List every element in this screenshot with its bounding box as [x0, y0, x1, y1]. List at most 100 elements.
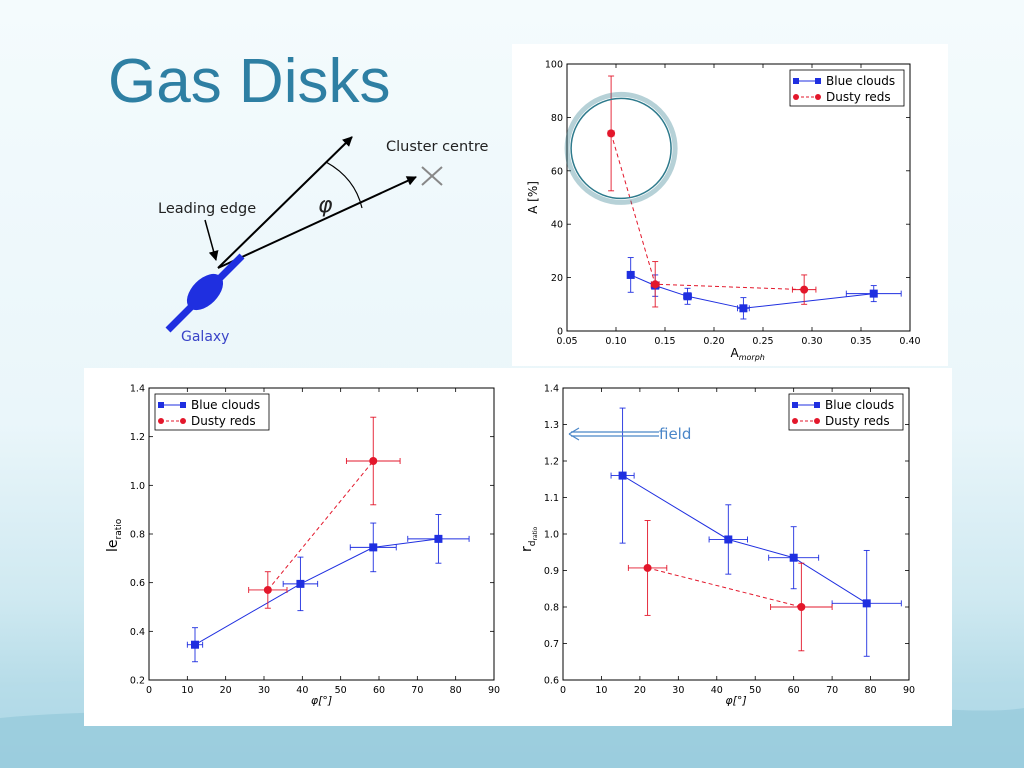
chart-left-ytick-label: 1.0	[130, 481, 145, 492]
chart-right-ytick-label: 1.4	[544, 384, 559, 395]
chart-right-xtick-label: 90	[903, 685, 915, 696]
legend-marker	[792, 418, 798, 424]
chart-right-xtick-label: 80	[865, 685, 877, 696]
chart-right-series-0-point	[768, 526, 820, 590]
chart-left-series-0-point	[186, 627, 204, 663]
galaxy-label: Galaxy	[181, 329, 229, 345]
legend-marker	[814, 418, 820, 424]
leading-edge-label: Leading edge	[158, 201, 256, 217]
leading-edge-arrow	[217, 136, 353, 269]
chart-left-ytick-label: 0.4	[130, 627, 145, 638]
chart-top-series-1-point	[650, 261, 660, 308]
chart-left-series-1-point	[345, 416, 401, 506]
chart-top-xtick-label: 0.30	[801, 336, 822, 347]
highlight-circle-shadow	[564, 91, 678, 205]
chart-left-xtick-label: 70	[411, 685, 423, 696]
legend-box	[154, 393, 270, 431]
chart-right-ytick-label: 1.3	[544, 420, 559, 431]
legend-box	[788, 393, 904, 431]
chart-right-series-1-point	[770, 562, 833, 652]
data-marker	[296, 579, 305, 588]
chart-right-ytick-label: 0.6	[544, 676, 559, 687]
data-marker	[626, 270, 635, 279]
chart-top-xlabel: Amorph	[731, 346, 765, 362]
chart-left-ytick-label: 1.4	[130, 384, 145, 395]
chart-left-xtick-label: 40	[296, 685, 308, 696]
chart-top-series-0-point	[737, 297, 750, 320]
field-label: field	[659, 425, 691, 443]
legend-marker	[158, 418, 164, 424]
chart-left: 0 10 20 30 40 50 60 70 80 90 0.2 0.4 0.6 0.8 1.0 1.2 1.4…	[105, 384, 500, 708]
cluster-centre-label: Cluster centre	[386, 139, 488, 155]
chart-right-series-0-line	[622, 475, 867, 604]
chart-left-series-0-point	[282, 556, 319, 612]
chart-right-ytick-label: 0.9	[544, 566, 559, 577]
data-marker	[263, 585, 272, 594]
chart-left-xtick-label: 80	[450, 685, 462, 696]
chart-top-xtick-label: 0.15	[654, 336, 675, 347]
chart-right-xtick-label: 70	[826, 685, 838, 696]
data-marker	[369, 457, 378, 465]
legend-label: Dusty reds	[191, 414, 256, 428]
chart-top-series-1-point	[607, 75, 616, 192]
leading-edge-pointer	[204, 219, 219, 261]
chart-top-ytick-label: 0	[557, 327, 563, 338]
chart-right-series-0-point	[610, 407, 635, 544]
chart-top-ytick-label: 20	[551, 273, 563, 284]
data-marker	[643, 563, 652, 572]
field-annotation: field	[568, 425, 691, 443]
chart-right-xtick-label: 20	[634, 685, 646, 696]
chart-top-series-0-line	[630, 274, 874, 309]
legend-label: Dusty reds	[826, 90, 891, 104]
chart-left-series-0-point	[349, 522, 397, 573]
data-marker	[618, 471, 627, 480]
chart-right-ytick-label: 1.2	[544, 457, 559, 468]
chart-right-xtick-label: 0	[560, 685, 566, 696]
angle-label: φ	[318, 193, 333, 218]
chart-right-ytick-label: 1.0	[544, 530, 559, 541]
chart-left-xtick-label: 60	[373, 685, 385, 696]
chart-left-xlabel: φ[°]	[311, 694, 332, 707]
chart-right-ytick-label: 0.7	[544, 639, 559, 650]
chart-top-xtick-label: 0.35	[850, 336, 871, 347]
legend-marker	[158, 402, 164, 408]
chart-top-series-0-point	[683, 287, 692, 305]
chart-right-xlabel: φ[°]	[725, 694, 746, 707]
chart-top-ytick-label: 100	[545, 60, 563, 71]
chart-left-series-0-line	[194, 538, 439, 646]
cluster-direction-arrow	[217, 176, 417, 269]
chart-right-series-1-point	[627, 520, 668, 616]
legend-marker	[180, 418, 186, 424]
data-marker	[724, 535, 733, 544]
cluster-centre-cross-icon	[421, 166, 443, 186]
data-marker	[869, 289, 878, 298]
chart-top-xtick-label: 0.20	[703, 336, 724, 347]
legend-marker	[792, 402, 798, 408]
chart-left-ytick-label: 0.6	[130, 578, 145, 589]
chart-left-ytick-label: 1.2	[130, 432, 145, 443]
data-marker	[434, 534, 443, 543]
chart-left-series-0-point	[407, 514, 470, 564]
chart-right-legend: Blue clouds Dusty reds	[788, 393, 904, 431]
chart-top-frame	[566, 63, 911, 332]
galaxy-bulge	[186, 273, 224, 311]
chart-right-xtick-label: 10	[595, 685, 607, 696]
chart-right-ytick-label: 0.8	[544, 603, 559, 614]
legend-marker	[815, 94, 821, 100]
chart-left-xtick-label: 20	[220, 685, 232, 696]
chart-left-ytick-label: 0.8	[130, 530, 145, 541]
chart-top-ytick-label: 80	[551, 113, 563, 124]
field-arrow-icon	[568, 427, 580, 441]
bottom-charts-panel: 0 10 20 30 40 50 60 70 80 90 0.2 0.4 0.6 0.8 1.0 1.2 1.4…	[84, 368, 952, 726]
chart-left-series-1-line	[267, 460, 374, 591]
data-marker	[739, 304, 748, 313]
data-marker	[862, 599, 871, 608]
chart-top-legend: Blue clouds Dusty reds	[789, 69, 905, 107]
galaxy-orientation-diagram: Cluster centre Leading edge φ Galaxy	[158, 136, 488, 345]
chart-left-xtick-label: 90	[488, 685, 500, 696]
chart-left-xtick-label: 30	[258, 685, 270, 696]
highlight-circle	[570, 97, 672, 200]
data-marker	[797, 603, 806, 611]
chart-right-xtick-label: 40	[711, 685, 723, 696]
chart-right-series-0-point	[831, 549, 902, 657]
